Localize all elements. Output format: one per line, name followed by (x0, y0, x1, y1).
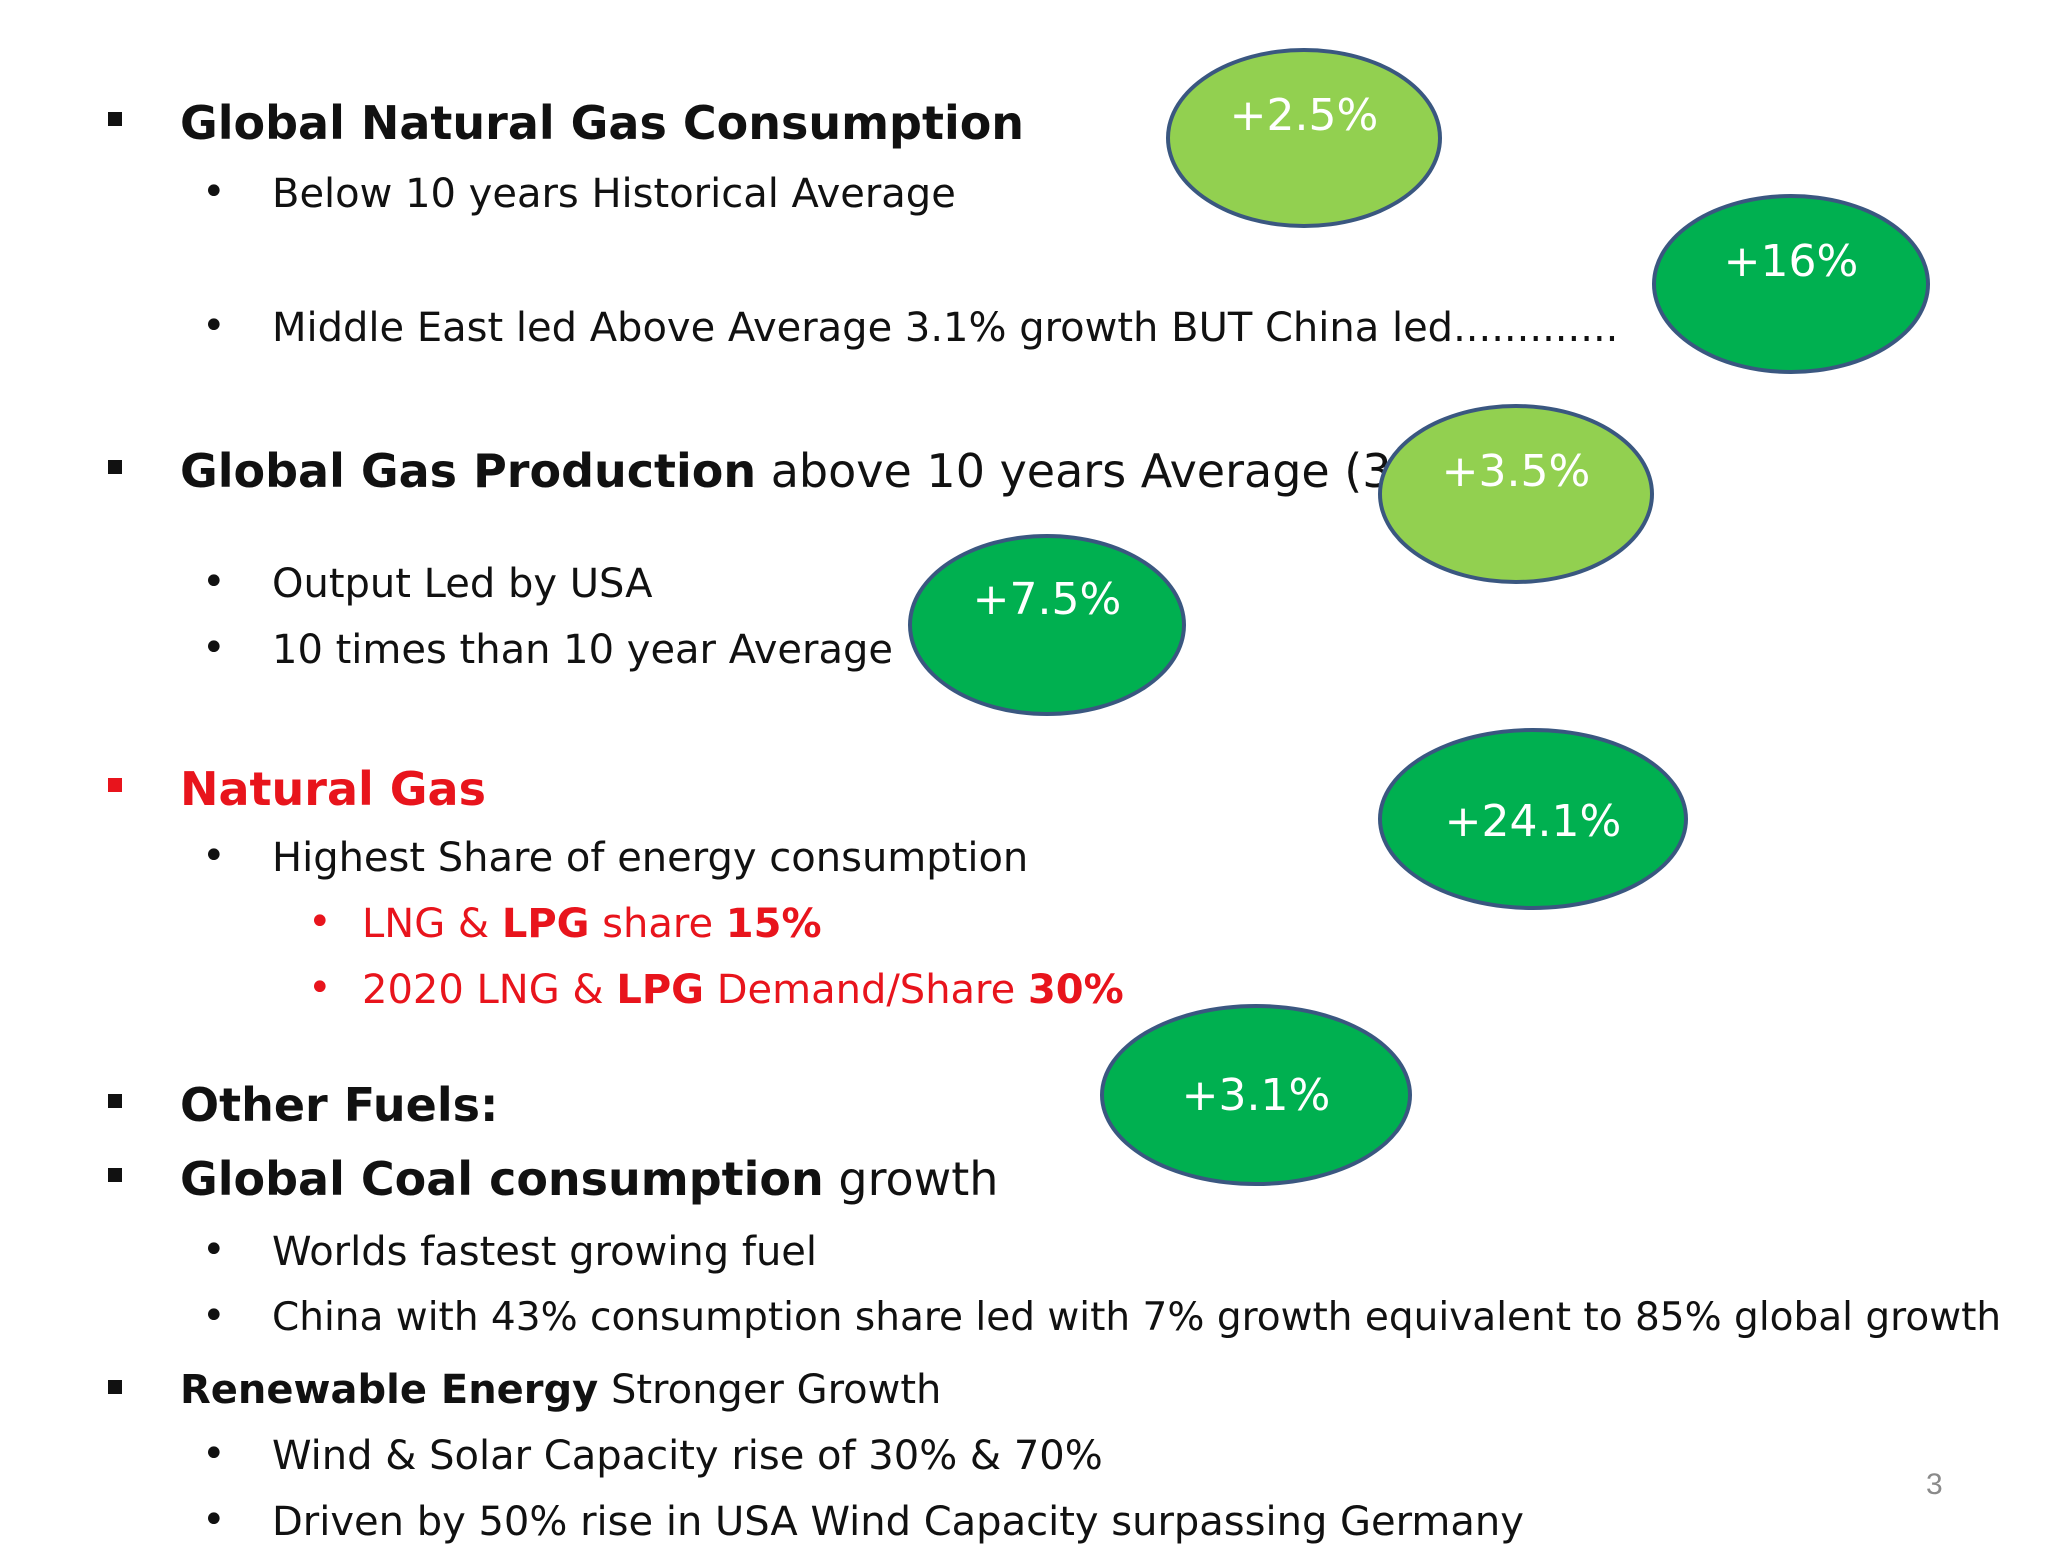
round-bullet-icon: • (202, 1497, 226, 1543)
text-part-bold: 30% (1027, 967, 1124, 1013)
round-bullet-icon: • (202, 1227, 226, 1273)
heading-text: Global Natural Gas Consumption (180, 96, 1025, 150)
badge-label: +3.1% (1181, 1070, 1331, 1121)
bullet-output-usa: Output Led by USA (272, 561, 653, 607)
square-bullet-icon (108, 112, 122, 126)
growth-badge-gas-production: +3.5% (1378, 404, 1654, 584)
growth-badge-gas-consumption: +2.5% (1166, 48, 1442, 228)
badge-label: +16% (1723, 236, 1859, 287)
square-bullet-icon (108, 1380, 122, 1394)
square-bullet-icon (108, 1094, 122, 1108)
heading-rest-text: growth (823, 1152, 999, 1206)
text-part-bold: LPG (501, 901, 590, 947)
heading-rest-text: above 10 years Average (3%) (756, 444, 1454, 498)
badge-label: +3.5% (1441, 446, 1591, 497)
heading-global-natural-gas-consumption: Global Natural Gas Consumption (180, 100, 1024, 146)
round-bullet-icon: • (308, 965, 332, 1011)
square-bullet-icon (108, 778, 122, 792)
heading-text: Other Fuels: (180, 1078, 499, 1132)
square-bullet-icon (108, 1168, 122, 1182)
round-bullet-icon: • (308, 899, 332, 945)
heading-bold-text: Global Coal consumption (180, 1152, 824, 1206)
heading-text: Natural Gas (180, 762, 486, 816)
round-bullet-icon: • (202, 833, 226, 879)
heading-other-fuels: Other Fuels: (180, 1082, 498, 1128)
round-bullet-icon: • (202, 169, 226, 215)
bullet-middle-east: Middle East led Above Average 3.1% growt… (272, 305, 1619, 351)
round-bullet-icon: • (202, 625, 226, 671)
round-bullet-icon: • (202, 1293, 226, 1339)
bullet-below-average: Below 10 years Historical Average (272, 171, 956, 217)
heading-global-gas-production: Global Gas Production above 10 years Ave… (180, 448, 1453, 494)
text-part: Demand/Share (703, 967, 1028, 1013)
round-bullet-icon: • (202, 559, 226, 605)
text-part-bold: LPG (616, 967, 704, 1013)
heading-bold-text: Renewable Energy (180, 1367, 599, 1413)
heading-natural-gas: Natural Gas (180, 766, 486, 812)
badge-label: +7.5% (972, 574, 1122, 625)
round-bullet-icon: • (202, 303, 226, 349)
growth-badge-usa-output: +7.5% (908, 534, 1186, 716)
bullet-highest-share: Highest Share of energy consumption (272, 835, 1029, 881)
growth-badge-coal: +3.1% (1100, 1004, 1412, 1186)
heading-bold-text: Global Gas Production (180, 444, 757, 498)
text-part-bold: 15% (725, 901, 822, 947)
growth-badge-natural-gas-share: +24.1% (1378, 728, 1688, 910)
bullet-china-share: China with 43% consumption share led wit… (272, 1295, 2002, 1340)
text-part: 2020 LNG & (362, 967, 617, 1013)
subbullet-lng-lpg-share: LNG & LPG share 15% (362, 904, 822, 944)
heading-renewable-energy: Renewable Energy Stronger Growth (180, 1370, 941, 1410)
text-part: share (589, 901, 726, 947)
text-part: LNG & (362, 901, 502, 947)
bullet-usa-wind: Driven by 50% rise in USA Wind Capacity … (272, 1499, 1524, 1545)
badge-label: +24.1% (1444, 796, 1622, 847)
bullet-ten-times: 10 times than 10 year Average (272, 627, 893, 673)
square-bullet-icon (108, 460, 122, 474)
heading-global-coal: Global Coal consumption growth (180, 1156, 998, 1202)
growth-badge-china: +16% (1652, 194, 1930, 374)
round-bullet-icon: • (202, 1431, 226, 1477)
bullet-fastest-growing: Worlds fastest growing fuel (272, 1229, 818, 1275)
subbullet-2020-demand: 2020 LNG & LPG Demand/Share 30% (362, 970, 1124, 1010)
bullet-wind-solar: Wind & Solar Capacity rise of 30% & 70% (272, 1433, 1103, 1479)
page-number: 3 (1926, 1468, 1943, 1501)
badge-label: +2.5% (1229, 90, 1379, 141)
heading-rest-text: Stronger Growth (598, 1367, 942, 1413)
